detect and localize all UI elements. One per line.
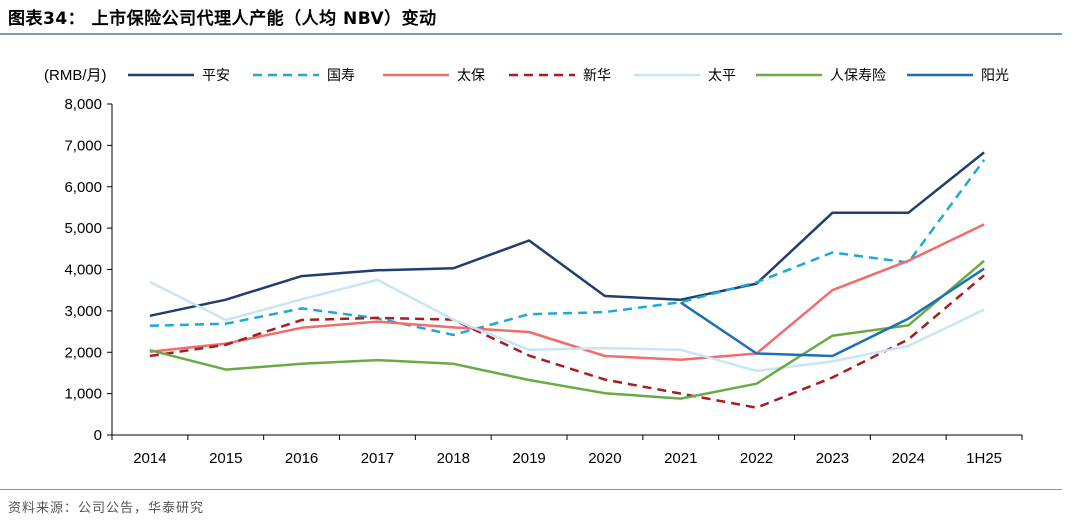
x-tick-label: 2023 [816, 450, 849, 467]
chart-legend: 平安 国寿 太保 新华 太平 人保寿险 阳光 [128, 67, 1009, 83]
legend-label-e998b3e58589: 阳光 [981, 67, 1009, 83]
series-line-e59bbde5afbf [149, 159, 986, 337]
legend-label-e4babae4bf9de5afbfe999a9: 人保寿险 [830, 67, 886, 83]
x-tick-label: 2022 [740, 450, 773, 467]
series-line-e5a4aae4bf9d [149, 223, 985, 361]
source-note: 资料来源：公司公告，华泰研究 [8, 501, 205, 516]
series-line-e696b0e58d8e [149, 274, 985, 409]
legend-label-e696b0e58d8e: 新华 [583, 67, 611, 83]
footer-divider [0, 489, 1062, 490]
y-tick-label: 3,000 [64, 303, 102, 320]
y-tick-label: 5,000 [64, 220, 102, 237]
y-unit-label: (RMB/月) [44, 67, 107, 84]
x-tick-label: 2017 [361, 450, 394, 467]
series-line-e5b9b3e5ae89 [149, 151, 985, 318]
x-tick-label: 2020 [588, 450, 621, 467]
x-tick-label: 2014 [133, 450, 166, 467]
x-tick-label: 2018 [437, 450, 470, 467]
x-tick-label: 2016 [285, 450, 318, 467]
x-tick-label: 2019 [512, 450, 545, 467]
y-tick-label: 1,000 [64, 386, 102, 403]
y-tick-label: 8,000 [64, 96, 102, 113]
legend-label-e5b9b3e5ae89: 平安 [202, 67, 230, 83]
y-tick-label: 0 [94, 427, 102, 444]
legend-label-e59bbde5afbf: 国寿 [327, 67, 355, 83]
y-tick-label: 2,000 [64, 344, 102, 361]
series-line-e4babae4bf9de5afbfe999a9 [149, 259, 985, 400]
figure-title: 图表34： 上市保险公司代理人产能（人均 NBV）变动 [8, 9, 437, 29]
y-tick-label: 6,000 [64, 179, 102, 196]
x-tick-label: 2021 [664, 450, 697, 467]
y-tick-label: 7,000 [64, 137, 102, 154]
legend-label-e5a4aae5b9b3: 太平 [708, 67, 736, 83]
chart-series [149, 151, 986, 409]
x-tick-label: 2024 [892, 450, 925, 467]
title-divider [0, 33, 1062, 35]
chart-axes: 0 1,000 2,000 3,000 4,000 5,000 6,000 7,000 8,00… [64, 96, 1023, 467]
legend-label-e5a4aae4bf9d: 太保 [457, 67, 485, 83]
x-tick-label: 2015 [209, 450, 242, 467]
series-line-e998b3e58589 [680, 267, 985, 358]
x-tick-label: 1H25 [966, 450, 1002, 467]
y-tick-label: 4,000 [64, 262, 102, 279]
series-line-e5a4aae5b9b3 [149, 278, 985, 373]
